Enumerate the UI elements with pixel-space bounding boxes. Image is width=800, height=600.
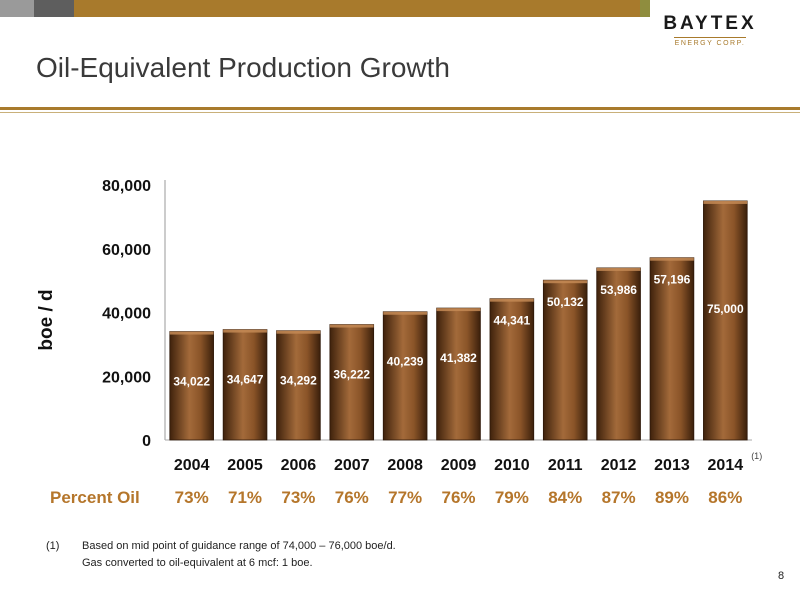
data-label: 41,382 [440,351,477,365]
percent-oil-2008: 77% [388,488,423,507]
data-label: 34,647 [227,373,264,387]
title-divider [0,107,800,110]
y-tick-label: 0 [142,433,151,450]
data-label: 44,341 [494,314,531,328]
y-axis-title: boe / d [36,289,57,350]
logo-wordmark: BAYTEX [663,13,757,34]
x-tick-label: 2013 [654,457,690,474]
bar-2011 [542,279,588,441]
bar-top-2004 [169,331,214,335]
data-label: 75,000 [707,302,744,316]
x-tick-label: 2009 [441,457,477,474]
x-tick-label: 2007 [334,457,370,474]
bar-top-2012 [596,267,641,271]
x-tick-label: 2006 [281,457,317,474]
bar-2012 [596,267,641,441]
header-bar-grey [0,0,34,17]
company-logo: BAYTEX ENERGY CORP. [652,14,768,50]
logo-subtitle: ENERGY CORP. [674,40,746,47]
bar-2010 [489,298,535,441]
header-bar-dark [34,0,74,17]
bar-top-2008 [383,311,428,315]
x-tick-label: 2004 [174,457,210,474]
header-bar-olive [640,0,650,17]
footnote-text: Based on mid point of guidance range of … [82,540,396,552]
percent-oil-2013: 89% [654,488,689,507]
header-bar-gold [74,0,640,17]
percent-oil-2011: 84% [548,488,583,507]
footnote-ref: (1) [751,451,762,461]
logo-rule [674,37,746,38]
bar-2009 [436,307,481,441]
percent-oil-2009: 76% [441,488,476,507]
percent-oil-2005: 71% [228,488,263,507]
bar-top-2014 [703,200,748,204]
slide-title: Oil-Equivalent Production Growth [36,52,450,83]
bar-top-2007 [329,324,374,328]
data-label: 34,022 [173,375,210,389]
bar-2008 [382,311,428,441]
percent-oil-2012: 87% [601,488,636,507]
bar-2013 [649,257,695,441]
page-number: 8 [778,570,785,582]
data-label: 34,292 [280,374,317,388]
data-label: 40,239 [387,355,424,369]
y-tick-label: 60,000 [102,242,151,259]
y-tick-label: 40,000 [102,306,151,323]
x-tick-label: 2005 [227,457,263,474]
x-tick-label: 2010 [494,457,530,474]
data-label: 53,986 [600,283,637,297]
bar-2004 [169,331,214,441]
bar-2006 [276,330,321,441]
x-tick-label: 2008 [387,457,423,474]
y-tick-label: 80,000 [102,178,151,195]
percent-oil-2010: 79% [494,488,529,507]
bar-top-2010 [489,298,534,302]
bar-top-2013 [650,257,694,261]
bar-top-2009 [436,308,481,312]
bar-2007 [329,324,375,441]
percent-oil-2014: 86% [708,488,743,507]
x-tick-label: 2014 [708,457,744,474]
title-divider-thin [0,112,800,113]
x-tick-label: 2012 [601,457,637,474]
percent-oil-2007: 76% [334,488,369,507]
y-tick-label: 20,000 [102,369,151,386]
footnote-marker: (1) [46,540,60,552]
bar-top-2005 [223,329,267,333]
data-label: 36,222 [333,368,370,382]
percent-oil-2006: 73% [281,488,316,507]
data-label: 50,132 [547,295,584,309]
percent-oil-row: Percent Oil 73% 71% 73% 76% 77% 76% 79% 84% 87% 8… [0,488,800,510]
production-bar-chart: 0 20,000 40,000 60,000 80,000 boe / d 34,022 20… [36,178,762,474]
data-label: 57,196 [654,273,691,287]
percent-oil-2004: 73% [174,488,209,507]
x-tick-label: 2011 [548,457,583,474]
bar-top-2006 [276,330,321,334]
bar-top-2011 [543,280,588,284]
bar-2014 [703,200,748,441]
footnote-text: Gas converted to oil-equivalent at 6 mcf… [82,557,313,569]
percent-oil-label: Percent Oil [50,488,140,507]
